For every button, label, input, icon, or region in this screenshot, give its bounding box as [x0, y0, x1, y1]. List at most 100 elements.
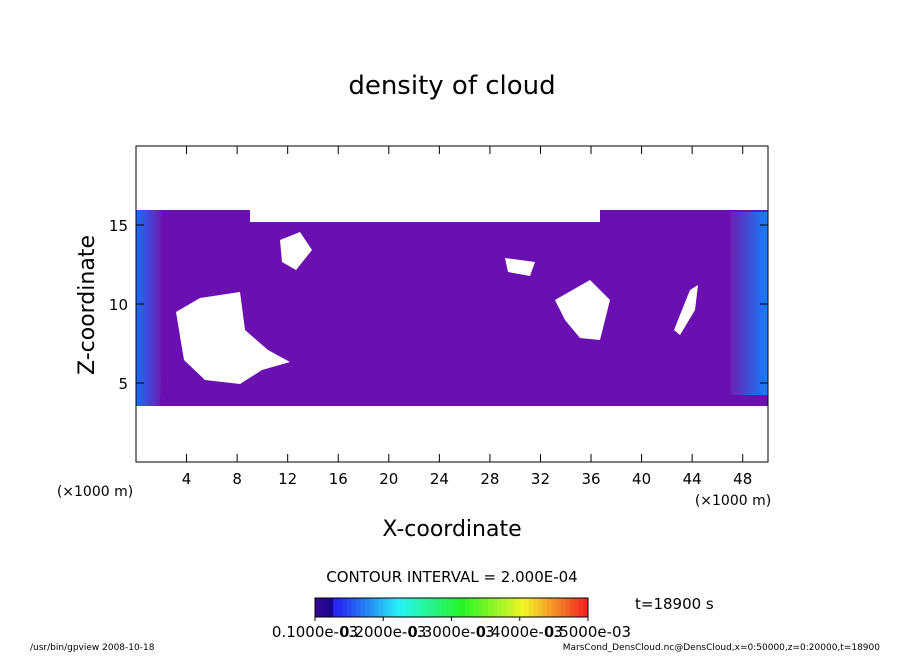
colorbar-step — [424, 598, 430, 617]
y-tick-label: 5 — [118, 375, 128, 393]
gap — [505, 258, 535, 276]
cloud-edge — [136, 210, 161, 406]
x-tick-label: 20 — [379, 470, 398, 488]
cloud-edge — [730, 212, 768, 406]
colorbar-step — [365, 598, 371, 617]
colorbar-step — [533, 598, 539, 617]
colorbar-step — [583, 598, 589, 617]
x-unit: (×1000 m) — [57, 484, 133, 500]
colorbar-step — [401, 598, 407, 617]
y-tick-label: 10 — [109, 296, 128, 314]
colorbar-step — [556, 598, 562, 617]
y-axis-title: Z-coordinate — [75, 235, 100, 375]
colorbar-step — [474, 598, 480, 617]
y-tick-label: 15 — [109, 217, 128, 235]
colorbar-step — [537, 598, 543, 617]
colorbar-step — [369, 598, 375, 617]
time-label: t=18900 s — [635, 595, 714, 613]
colorbar-step — [483, 598, 489, 617]
chart-title: density of cloud — [348, 71, 555, 101]
colorbar: 0.1000e-030.2000e-030.3000e-030.4000e-03… — [272, 597, 631, 641]
x-tick-label: 12 — [278, 470, 297, 488]
colorbar-tick-label: 0.5000e-03 — [545, 623, 631, 641]
colorbar-step — [510, 598, 516, 617]
colorbar-step — [551, 598, 557, 617]
x-tick-label: 48 — [733, 470, 752, 488]
colorbar-tick-label: 0.3000e-03 — [408, 623, 494, 641]
colorbar-step — [465, 598, 471, 617]
colorbar-step — [460, 598, 466, 617]
colorbar-step — [547, 598, 553, 617]
x-axis-title: X-coordinate — [382, 517, 521, 542]
colorbar-step — [492, 598, 498, 617]
colorbar-step — [351, 598, 357, 617]
colorbar-step — [333, 598, 339, 617]
colorbar-step — [446, 598, 452, 617]
colorbar-step — [478, 598, 484, 617]
colorbar-step — [374, 598, 380, 617]
x-tick-label: 44 — [683, 470, 702, 488]
x-tick-label: 28 — [480, 470, 499, 488]
colorbar-step — [392, 598, 398, 617]
colorbar-step — [487, 598, 493, 617]
colorbar-step — [451, 598, 457, 617]
colorbar-step — [315, 598, 321, 617]
colorbar-step — [387, 598, 393, 617]
colorbar-step — [337, 598, 343, 617]
colorbar-step — [378, 598, 384, 617]
colorbar-step — [319, 598, 325, 617]
gap — [555, 280, 610, 340]
colorbar-step — [410, 598, 416, 617]
colorbar-step — [419, 598, 425, 617]
gap — [250, 210, 600, 222]
colorbar-step — [565, 598, 571, 617]
colorbar-step — [560, 598, 566, 617]
colorbar-step — [569, 598, 575, 617]
colorbar-step — [433, 598, 439, 617]
x-unit: (×1000 m) — [695, 493, 771, 509]
cloud-base — [160, 395, 768, 406]
colorbar-step — [415, 598, 421, 617]
colorbar-step — [383, 598, 389, 617]
x-tick-label: 16 — [329, 470, 348, 488]
field — [136, 210, 768, 406]
colorbar-step — [396, 598, 402, 617]
x-tick-label: 8 — [232, 470, 242, 488]
x-tick-label: 32 — [531, 470, 550, 488]
colorbar-step — [360, 598, 366, 617]
colorbar-step — [324, 598, 330, 617]
colorbar-step — [524, 598, 530, 617]
colorbar-step — [574, 598, 580, 617]
x-tick-label: 40 — [632, 470, 651, 488]
x-tick-label: 24 — [430, 470, 449, 488]
colorbar-step — [501, 598, 507, 617]
colorbar-step — [497, 598, 503, 617]
colorbar-step — [355, 598, 361, 617]
colorbar-tick-label: 0.4000e-03 — [477, 623, 563, 641]
footer-right: MarsCond_DensCloud.nc@DensCloud,x=0:5000… — [563, 643, 880, 653]
colorbar-step — [515, 598, 521, 617]
colorbar-step — [437, 598, 443, 617]
gap — [674, 285, 698, 335]
gap — [176, 292, 290, 384]
x-tick-label: 4 — [182, 470, 192, 488]
colorbar-step — [328, 598, 334, 617]
footer-left: /usr/bin/gpview 2008-10-18 — [30, 643, 155, 653]
colorbar-step — [578, 598, 584, 617]
colorbar-step — [442, 598, 448, 617]
x-tick-label: 36 — [581, 470, 600, 488]
colorbar-step — [542, 598, 548, 617]
colorbar-step — [506, 598, 512, 617]
colorbar-tick-label: 0.1000e-03 — [272, 623, 358, 641]
contour-interval: CONTOUR INTERVAL = 2.000E-04 — [326, 568, 577, 586]
colorbar-step — [456, 598, 462, 617]
colorbar-step — [519, 598, 525, 617]
colorbar-step — [469, 598, 475, 617]
colorbar-step — [406, 598, 412, 617]
colorbar-step — [428, 598, 434, 617]
colorbar-step — [342, 598, 348, 617]
colorbar-step — [346, 598, 352, 617]
colorbar-step — [528, 598, 534, 617]
